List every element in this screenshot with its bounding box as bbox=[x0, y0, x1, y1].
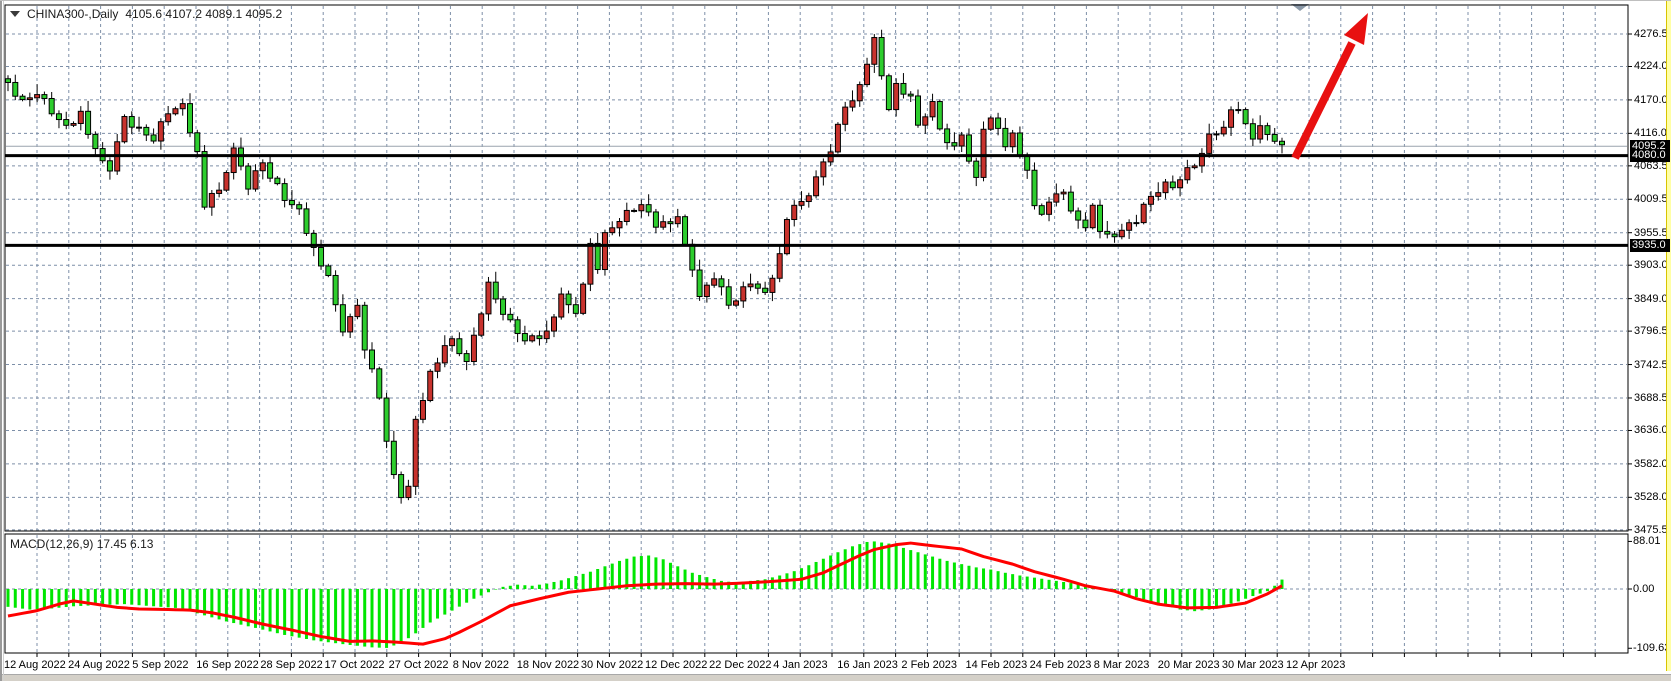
date-tick-label: 14 Feb 2023 bbox=[965, 659, 1028, 671]
price-tick-label: 4170.0 bbox=[1634, 93, 1668, 106]
price-tick-label: 4116.0 bbox=[1634, 127, 1667, 140]
date-tick-label: 5 Sep 2022 bbox=[132, 659, 189, 671]
candlestick-series bbox=[5, 29, 1285, 504]
date-tick-label: 12 Dec 2022 bbox=[645, 659, 708, 671]
date-tick-label: 24 Aug 2022 bbox=[68, 659, 130, 671]
price-tick-label: 4009.5 bbox=[1634, 193, 1668, 206]
price-tick-label: 3582.0 bbox=[1634, 457, 1668, 470]
date-tick-label: 4 Jan 2023 bbox=[773, 659, 828, 671]
symbol-timeframe-label: CHINA300-,Daily bbox=[27, 7, 119, 21]
ohlc-readout: 4105.6 4107.2 4089.1 4095.2 bbox=[125, 7, 283, 21]
price-tick-label: 3528.0 bbox=[1634, 491, 1668, 504]
macd-signal-line bbox=[7, 541, 1283, 646]
date-tick-label: 24 Feb 2023 bbox=[1029, 659, 1092, 671]
price-tick-label: 3955.5 bbox=[1634, 226, 1668, 239]
macd-tick-label: -109.63 bbox=[1633, 642, 1671, 655]
date-tick-label: 17 Oct 2022 bbox=[324, 659, 385, 671]
date-tick-label: 8 Mar 2023 bbox=[1093, 659, 1150, 671]
main-panel-border bbox=[4, 4, 1629, 532]
price-tick-label: 3903.0 bbox=[1634, 259, 1668, 272]
right-edge-strip bbox=[1666, 1, 1671, 671]
date-tick-label: 8 Nov 2022 bbox=[452, 659, 509, 671]
date-tick-label: 12 Aug 2022 bbox=[4, 659, 66, 671]
price-tick-label: 3742.5 bbox=[1634, 358, 1668, 371]
price-tick-label: 4224.0 bbox=[1634, 60, 1668, 73]
date-tick-label: 20 Mar 2023 bbox=[1157, 659, 1220, 671]
date-tick-label: 16 Jan 2023 bbox=[837, 659, 898, 671]
scroll-to-end-icon[interactable] bbox=[1291, 4, 1309, 11]
macd-tick-label: 88.01 bbox=[1633, 535, 1661, 548]
price-tag-3935.0: 3935.0 bbox=[1630, 238, 1670, 252]
trend-arrow-annotation[interactable] bbox=[1291, 13, 1368, 160]
window-left-edge bbox=[0, 1, 2, 681]
price-tick-label: 4276.5 bbox=[1634, 28, 1668, 40]
price-tick-label: 3796.5 bbox=[1634, 325, 1668, 338]
date-tick-label: 22 Dec 2022 bbox=[709, 659, 772, 671]
window-left-edge-highlight bbox=[3, 1, 4, 681]
chart-title: CHINA300-,Daily 4105.6 4107.2 4089.1 409… bbox=[10, 7, 282, 21]
date-tick-label: 16 Sep 2022 bbox=[196, 659, 259, 671]
price-tick-label: 4063.5 bbox=[1634, 159, 1668, 172]
date-tick-label: 30 Mar 2023 bbox=[1221, 659, 1284, 671]
symbol-dropdown-icon[interactable] bbox=[10, 11, 20, 17]
macd-tick-label: 0.00 bbox=[1633, 583, 1655, 595]
date-tick-label: 30 Nov 2022 bbox=[580, 659, 644, 671]
date-tick-label: 18 Nov 2022 bbox=[516, 659, 580, 671]
price-tick-label: 3849.0 bbox=[1634, 292, 1668, 305]
price-tag-4080.0: 4080.0 bbox=[1630, 149, 1670, 163]
macd-histogram bbox=[6, 541, 1284, 648]
date-tick-label: 2 Feb 2023 bbox=[901, 659, 958, 671]
window-bottom-strip bbox=[0, 674, 1671, 681]
price-tick-label: 3475.5 bbox=[1634, 523, 1668, 536]
date-tick-label: 27 Oct 2022 bbox=[388, 659, 449, 671]
price-tick-label: 3688.5 bbox=[1634, 391, 1668, 404]
date-tick-label: 28 Sep 2022 bbox=[260, 659, 323, 671]
price-tick-label: 3636.0 bbox=[1634, 424, 1668, 437]
macd-panel-border bbox=[4, 533, 1629, 654]
date-tick-label: 12 Apr 2023 bbox=[1286, 659, 1346, 671]
macd-indicator-label: MACD(12,26,9) 17.45 6.13 bbox=[10, 537, 154, 551]
